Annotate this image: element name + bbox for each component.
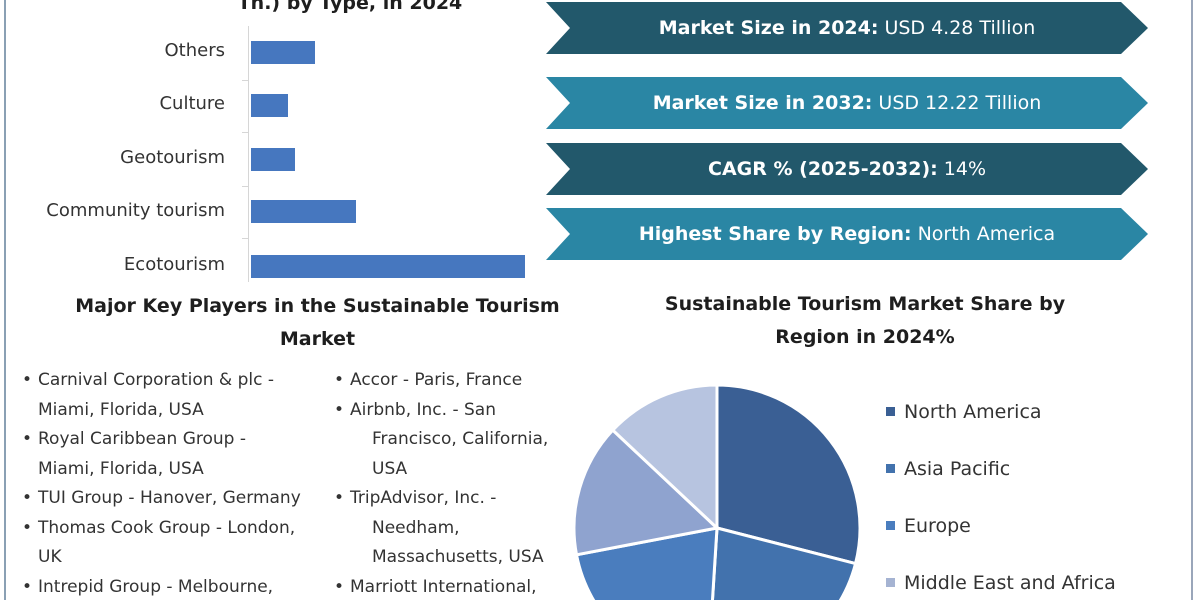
legend-swatch (886, 464, 895, 473)
key-player-name: TripAdvisor, Inc. - (350, 488, 497, 508)
banner-value: USD 12.22 Tillion (878, 92, 1042, 114)
frame-right-border (1191, 0, 1193, 600)
legend-label: North America (904, 400, 1042, 423)
legend-item-middle-east-africa: Middle East and Africa (886, 554, 1116, 600)
key-player-item: Thomas Cook Group - London, UK (20, 514, 330, 573)
legend-label: Asia Pacific (904, 457, 1011, 480)
bar-label-others: Others (164, 40, 226, 61)
key-player-item: Intrepid Group - Melbourne, (20, 573, 330, 600)
key-players-title: Major Key Players in the Sustainable Tou… (40, 290, 595, 356)
key-player-name: Royal Caribbean Group - (38, 429, 246, 449)
key-players-title-line2: Market (279, 328, 356, 350)
banner-cagr: CAGR % (2025-2032): 14% (546, 143, 1148, 195)
pie-title-line2: Region in 2024% (775, 326, 955, 348)
key-player-location: Miami, Florida, USA (38, 458, 204, 479)
key-player-location: Needham, (372, 517, 460, 538)
pie-slice-asia-pacific (710, 526, 858, 600)
key-player-item: Airbnb, Inc. - San Francisco, California… (332, 396, 572, 485)
key-player-name: Accor - Paris, France (350, 370, 523, 390)
key-player-location: UK (38, 547, 62, 567)
key-players-column-1: Carnival Corporation & plc - Miami, Flor… (20, 366, 330, 600)
key-player-name: Airbnb, Inc. - San (350, 399, 496, 420)
bar-culture (251, 94, 288, 117)
legend-swatch (886, 407, 895, 416)
pie-title-line1: Sustainable Tourism Market Share by (664, 293, 1066, 315)
bar-ecotourism (251, 255, 525, 278)
banner-market-size-2024: Market Size in 2024: USD 4.28 Tillion (546, 2, 1148, 54)
bar-community-tourism (251, 200, 356, 223)
bar-label-culture: Culture (159, 93, 225, 114)
key-players-title-line1: Major Key Players in the Sustainable Tou… (75, 295, 560, 317)
legend-item-north-america: North America (886, 383, 1116, 440)
key-player-location: USA (372, 458, 408, 479)
key-player-name: Carnival Corporation & plc - (38, 370, 274, 390)
frame-left-border (4, 0, 6, 600)
key-player-item: Carnival Corporation & plc - Miami, Flor… (20, 366, 330, 425)
bar-label-ecotourism: Ecotourism (123, 254, 225, 275)
key-player-location: Francisco, California, (372, 429, 549, 449)
pie-chart-title: Sustainable Tourism Market Share by Regi… (610, 288, 1120, 354)
axis-tick (242, 186, 248, 187)
key-player-item: Royal Caribbean Group - Miami, Florida, … (20, 425, 330, 484)
key-player-location: Massachusetts, USA (372, 547, 544, 567)
banner-value: 14% (943, 158, 986, 180)
bar-geotourism (251, 148, 295, 171)
key-player-name: Intrepid Group - Melbourne, (38, 576, 274, 597)
banner-key: CAGR % (2025-2032): (708, 158, 938, 180)
key-player-name: TUI Group - Hanover, Germany (38, 488, 301, 508)
bar-label-community-tourism: Community tourism (46, 200, 225, 221)
legend-label: Europe (904, 514, 971, 537)
bar-chart-axis (248, 26, 249, 282)
key-player-item: Marriott International, (332, 573, 572, 600)
legend-item-europe: Europe (886, 497, 1116, 554)
bar-label-geotourism: Geotourism (120, 147, 225, 168)
key-player-name: Thomas Cook Group - London, (38, 517, 296, 538)
banner-value: North America (917, 223, 1056, 245)
banner-market-size-2032: Market Size in 2032: USD 12.22 Tillion (546, 77, 1148, 129)
pie-slice-middle-east-and-africa (572, 427, 721, 557)
banner-key: Market Size in 2024: (658, 17, 879, 39)
legend-item-asia-pacific: Asia Pacific (886, 440, 1116, 497)
key-player-name: Marriott International, (350, 576, 537, 597)
banner-key: Highest Share by Region: (638, 223, 912, 245)
key-player-item: TUI Group - Hanover, Germany (20, 484, 330, 514)
axis-tick (242, 80, 248, 81)
banner-key: Market Size in 2032: (652, 92, 873, 114)
axis-tick (242, 238, 248, 239)
key-player-item: Accor - Paris, France (332, 366, 572, 396)
axis-tick (242, 132, 248, 133)
pie-chart-graphic (572, 383, 862, 600)
bar-others (251, 41, 315, 64)
legend-swatch (886, 521, 895, 530)
banner-value: USD 4.28 Tillion (884, 17, 1036, 39)
legend-swatch (886, 578, 895, 587)
pie-legend: North America Asia Pacific Europe Middle… (886, 383, 1116, 600)
pie-slice-south-america (610, 383, 719, 532)
legend-label: Middle East and Africa (904, 571, 1116, 594)
pie-slice-north-america (715, 383, 862, 566)
pie-slice-europe (574, 526, 719, 600)
key-player-item: TripAdvisor, Inc. - Needham, Massachuset… (332, 484, 572, 573)
bar-chart-title: Tn.) by Type, in 2024 (237, 0, 463, 14)
banner-highest-share-region: Highest Share by Region: North America (546, 208, 1148, 260)
key-players-column-2: Accor - Paris, France Airbnb, Inc. - San… (332, 366, 572, 600)
key-player-location: Miami, Florida, USA (38, 399, 204, 420)
